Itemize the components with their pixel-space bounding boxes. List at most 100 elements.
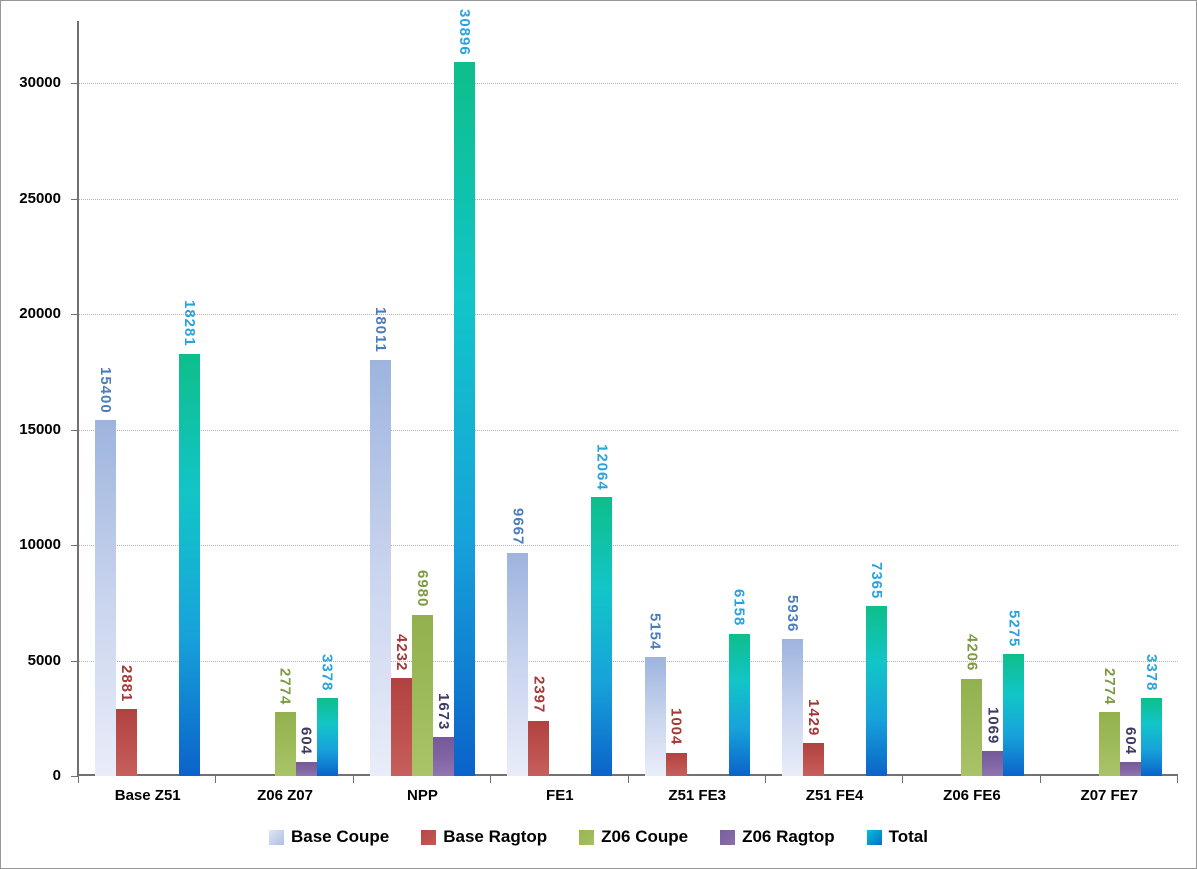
bar-value-label: 12064: [593, 443, 611, 491]
legend-label: Total: [888, 827, 928, 846]
x-axis-tick: [1039, 776, 1041, 783]
x-axis-label: Z51 FE4: [805, 787, 864, 804]
bar-value-label: 15400: [97, 366, 115, 414]
bar-base-coupe: [782, 638, 804, 776]
legend-swatch: [421, 829, 437, 845]
legend-label: Base Coupe: [291, 827, 390, 846]
bar-total: [1003, 654, 1025, 776]
bar-value-label: 4232: [392, 633, 410, 672]
legend-swatch: [269, 829, 284, 845]
bar-value-label: 1429: [805, 698, 823, 736]
bar-value-label: 1673: [434, 692, 452, 731]
y-axis-tick: [71, 314, 78, 315]
y-axis-line: [77, 21, 79, 776]
legend-label: Base Ragtop: [443, 827, 548, 846]
bar-value-label: 2774: [1100, 667, 1118, 705]
bar-base-coupe: [644, 656, 666, 776]
gridline: [79, 429, 1178, 431]
bar-z06-coupe: [961, 678, 983, 776]
bar-value-label: 3378: [1142, 653, 1160, 691]
x-axis-label: NPP: [407, 787, 438, 804]
bar-total: [728, 633, 750, 776]
gridline: [79, 545, 1178, 546]
x-axis-label: Z06 FE6: [943, 787, 1001, 804]
y-axis-tick-label: 5000: [27, 651, 61, 669]
bar-z06-ragtop: [1119, 762, 1141, 776]
x-axis-label: Base Z51: [114, 787, 181, 804]
bar-total: [316, 697, 338, 776]
bar-value-label: 18281: [181, 300, 199, 347]
y-axis-tick: [71, 776, 78, 777]
y-axis-tick-label: 30000: [19, 74, 61, 91]
bar-z06-ragtop: [432, 737, 454, 776]
gridline: [79, 198, 1178, 200]
bar-value-label: 9667: [509, 508, 527, 546]
y-axis-tick-label: 25000: [19, 189, 61, 207]
x-axis-label: Z51 FE3: [668, 787, 726, 804]
y-axis-tick: [71, 429, 78, 431]
x-axis-tick: [764, 776, 766, 783]
x-axis-tick: [490, 776, 492, 783]
bar-base-coupe: [507, 552, 529, 776]
bar-total: [591, 497, 613, 776]
y-axis-tick: [71, 545, 78, 546]
bar-value-label: 2397: [530, 676, 548, 714]
legend-item-z06-coupe: Z06 Coupe: [579, 827, 688, 847]
bar-value-label: 5936: [784, 594, 802, 632]
legend-item-total: Total: [866, 827, 928, 847]
legend-item-base-ragtop: Base Ragtop: [421, 827, 547, 847]
legend-swatch: [720, 829, 736, 845]
bar-value-label: 6158: [730, 589, 748, 627]
bar-z06-ragtop: [982, 751, 1004, 776]
y-axis-tick-label: 0: [52, 767, 61, 784]
bar-base-coupe: [95, 420, 117, 776]
bar-total: [179, 353, 201, 776]
legend: Base Coupe Base Ragtop Z06 Coupe Z06 Ragtop…: [1, 827, 1196, 847]
bar-total: [1140, 697, 1162, 776]
bar-value-label: 604: [1121, 727, 1139, 756]
gridline: [79, 83, 1178, 84]
x-axis-tick: [352, 776, 354, 783]
x-axis-tick: [215, 776, 217, 783]
bar-base-ragtop: [390, 678, 412, 776]
bar-base-ragtop: [665, 752, 687, 776]
y-axis-tick: [71, 198, 78, 200]
gridline: [79, 314, 1178, 315]
bar-value-label: 1004: [667, 708, 685, 746]
legend-swatch: [579, 829, 595, 845]
x-axis-line: [77, 774, 1178, 776]
bar-base-ragtop: [528, 720, 550, 776]
legend-swatch: [866, 829, 882, 845]
y-axis-tick-label: 15000: [19, 420, 61, 438]
bar-value-label: 2774: [276, 667, 294, 705]
bar-value-label: 30896: [455, 8, 473, 56]
bar-base-ragtop: [803, 742, 825, 776]
x-axis-label: Z07 FE7: [1080, 787, 1139, 804]
bar-value-label: 5154: [646, 612, 664, 650]
legend-label: Z06 Ragtop: [742, 827, 835, 846]
bar-z06-coupe: [411, 614, 433, 776]
legend-item-z06-ragtop: Z06 Ragtop: [720, 827, 835, 847]
x-axis-tick: [78, 776, 79, 783]
x-axis-tick: [627, 776, 629, 783]
bar-value-label: 5275: [1005, 609, 1023, 648]
y-axis-tick-label: 10000: [19, 536, 61, 553]
bar-total: [866, 605, 888, 776]
bar-base-ragtop: [116, 709, 138, 776]
bar-value-label: 3378: [318, 653, 336, 691]
x-axis-label: FE1: [546, 787, 574, 804]
bar-value-label: 18011: [371, 307, 389, 353]
y-axis-tick: [71, 83, 78, 84]
bar-base-coupe: [369, 359, 391, 776]
bar-value-label: 1069: [984, 706, 1002, 745]
legend-label: Z06 Coupe: [601, 827, 689, 846]
bar-value-label: 7365: [868, 561, 886, 599]
bar-total: [453, 62, 475, 776]
y-axis-tick-label: 20000: [19, 305, 61, 322]
legend-item-base-coupe: Base Coupe: [269, 827, 389, 847]
bar-z06-ragtop: [295, 762, 317, 776]
bar-z06-coupe: [1098, 711, 1120, 776]
bar-value-label: 4206: [963, 634, 981, 672]
x-axis-label: Z06 Z07: [257, 787, 313, 804]
